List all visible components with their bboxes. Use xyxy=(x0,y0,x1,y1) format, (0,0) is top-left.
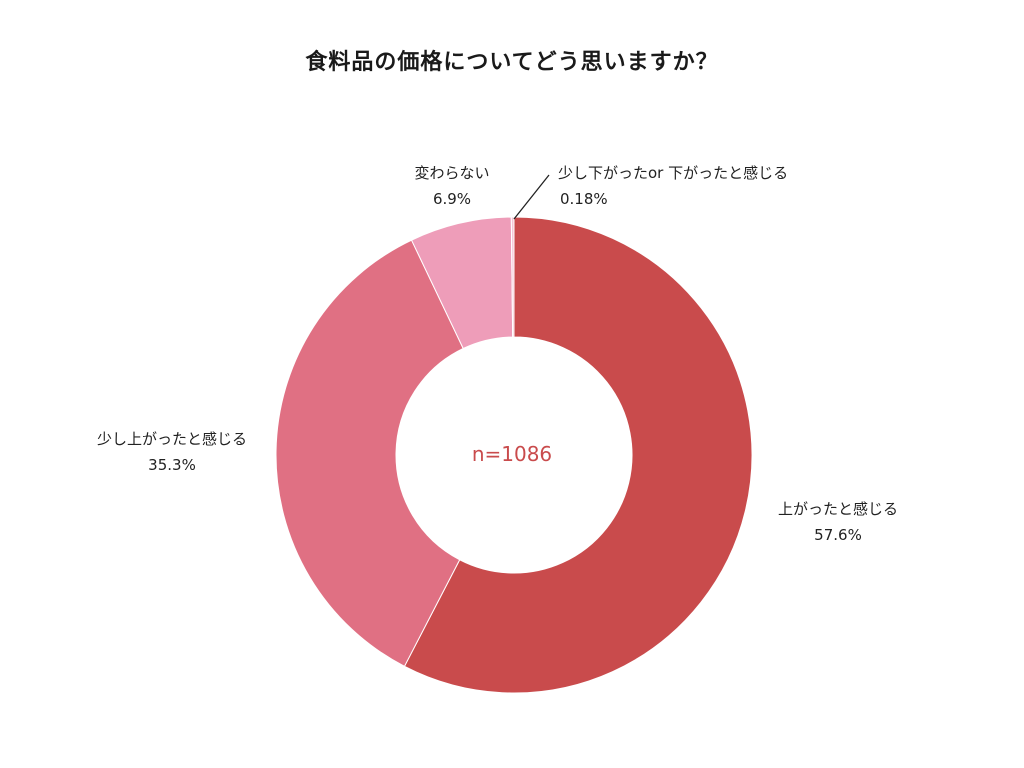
slice-label-2: 変わらない xyxy=(414,164,489,182)
slices-group xyxy=(275,216,753,694)
slice-label-1: 少し上がったと感じる xyxy=(97,430,247,448)
slice-value-2: 6.9% xyxy=(433,190,471,208)
labels-group: 上がったと感じる 57.6% 少し上がったと感じる 35.3% 変わらない 6.9% 少し下… xyxy=(97,164,898,544)
slice-value-3: 0.18% xyxy=(560,190,608,208)
slice-1 xyxy=(275,239,464,667)
slice-label-0: 上がったと感じる xyxy=(778,500,898,518)
slice-value-0: 57.6% xyxy=(814,526,862,544)
slice-3 xyxy=(510,216,515,338)
leader-line xyxy=(513,174,550,220)
sample-size-label: n=1086 xyxy=(472,442,552,466)
slice-0 xyxy=(403,216,753,694)
chart-title: 食料品の価格についてどう思いますか？ xyxy=(305,50,719,75)
slice-value-1: 35.3% xyxy=(148,456,196,474)
slice-label-3: 少し下がったor 下がったと感じる xyxy=(558,164,788,182)
